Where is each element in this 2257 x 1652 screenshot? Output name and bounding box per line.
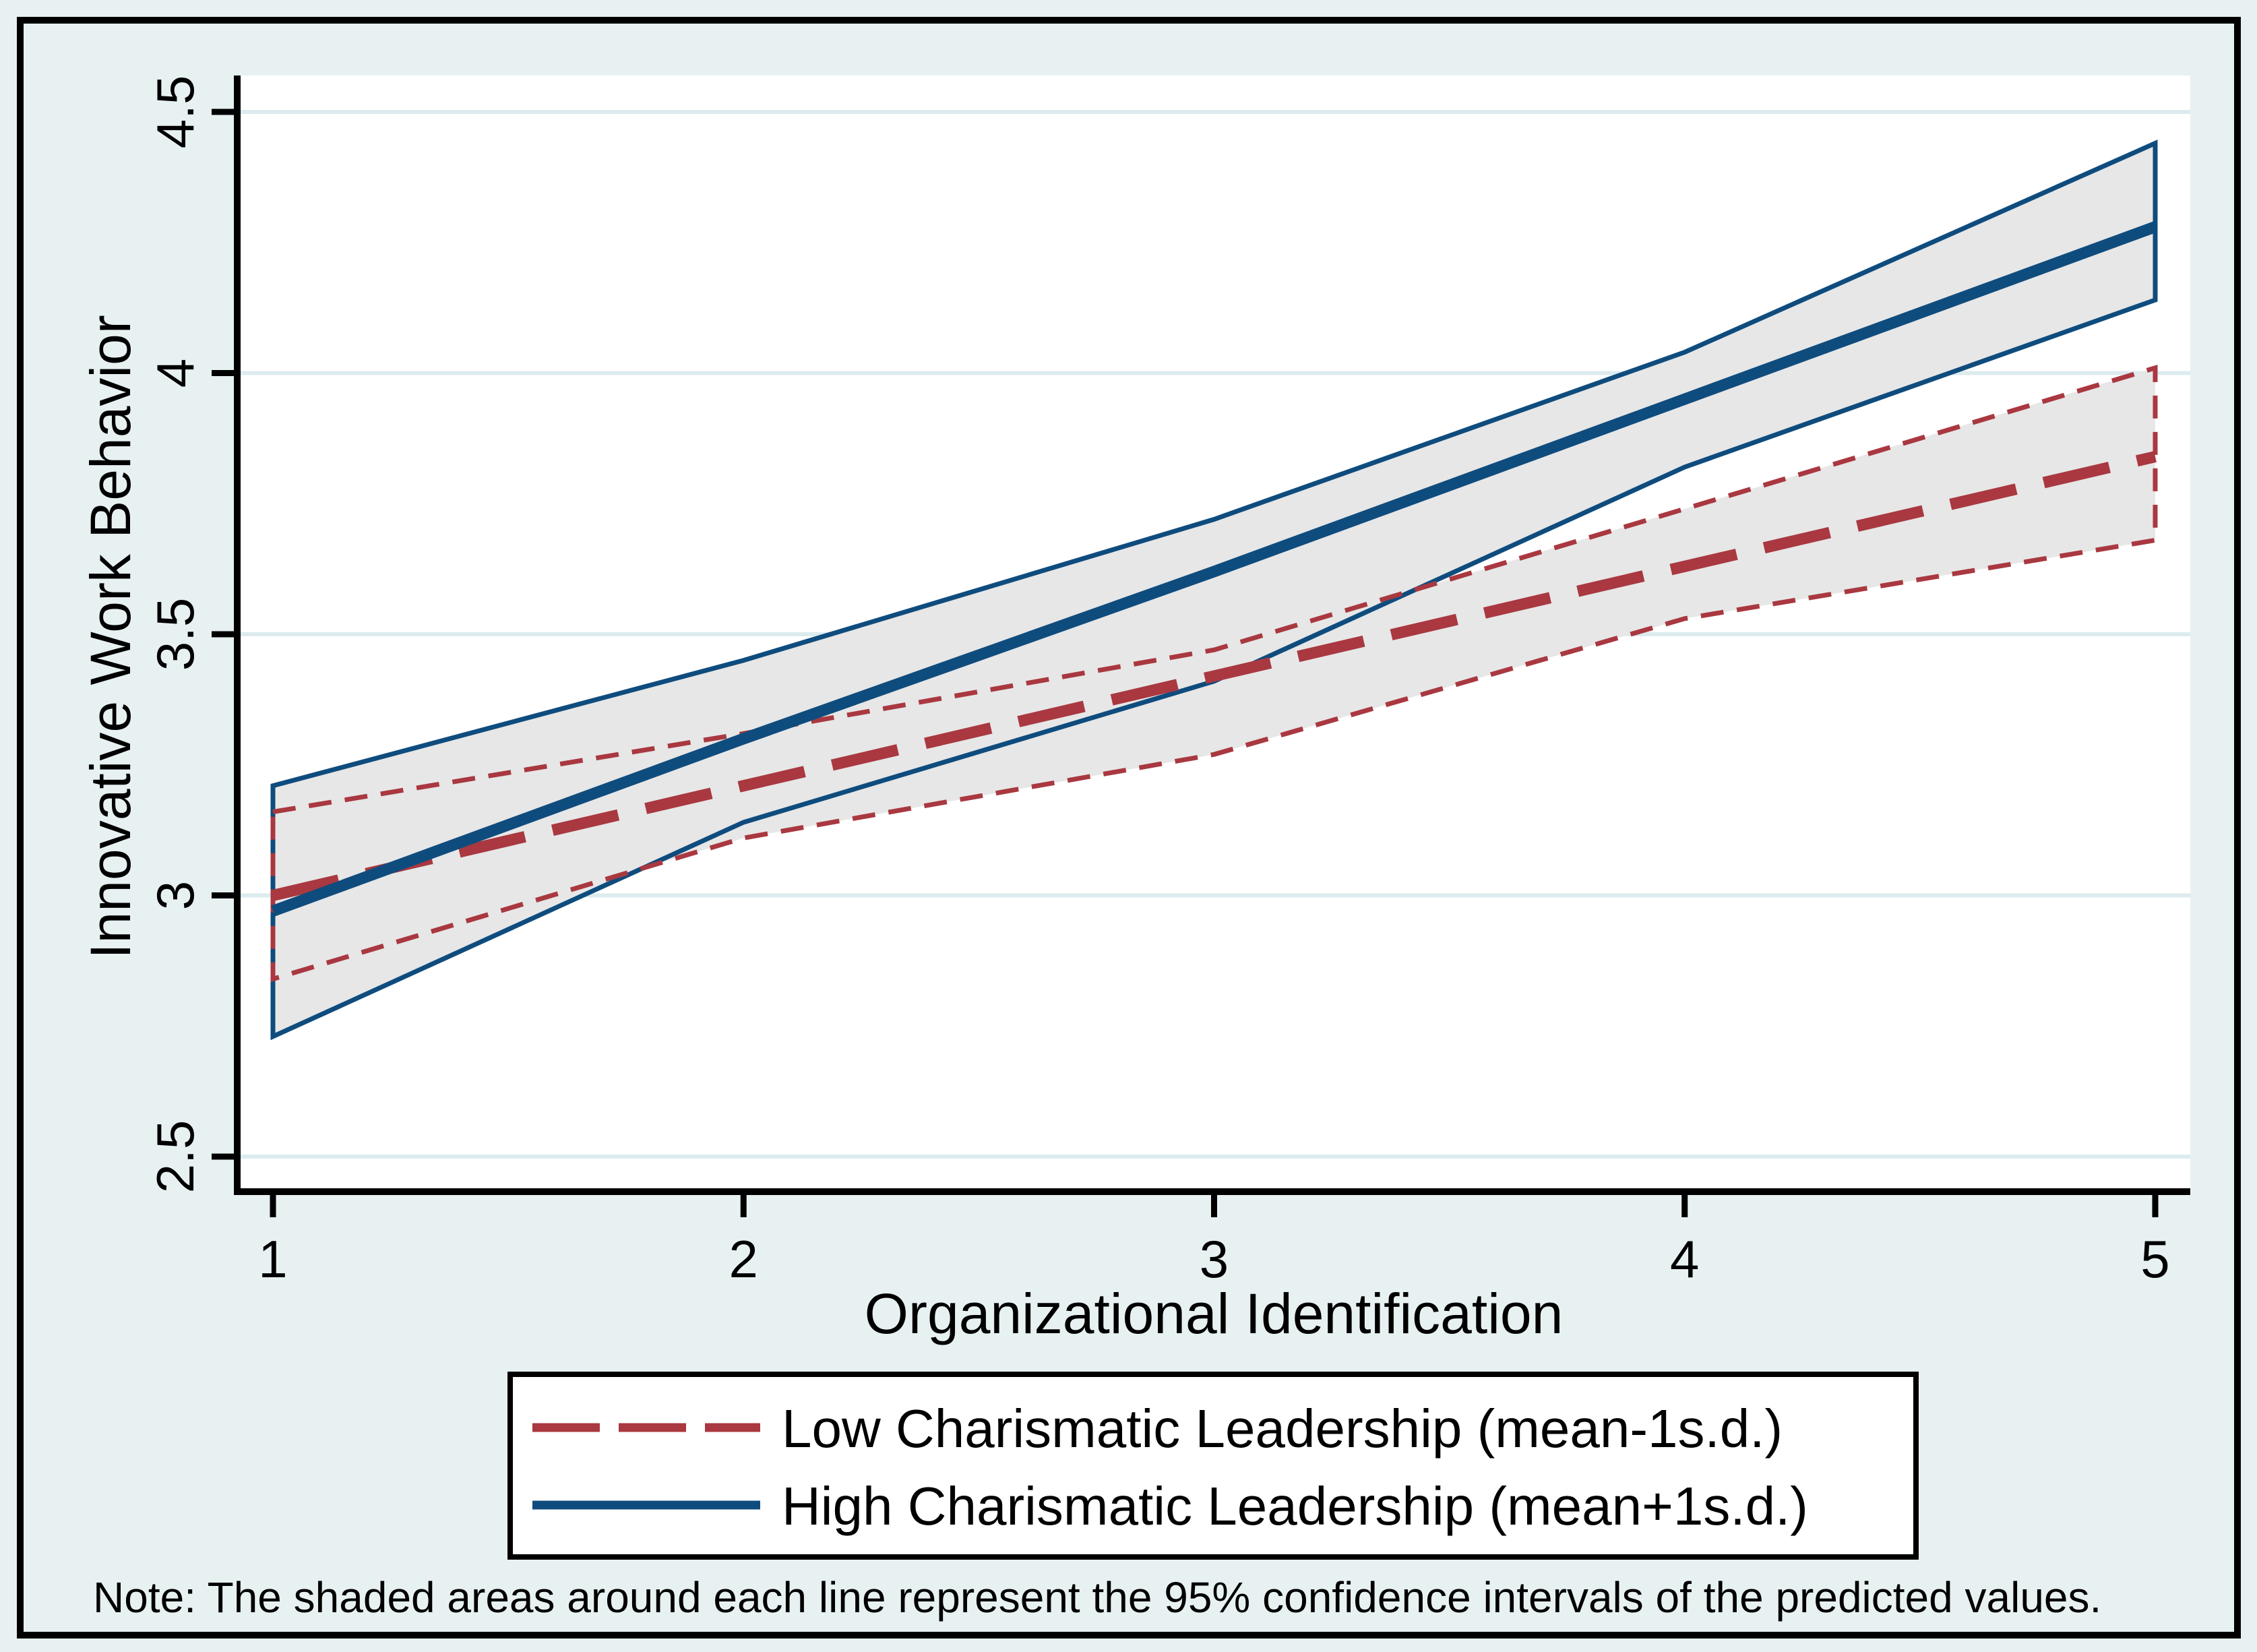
ci-band-edge-high bbox=[270, 140, 2158, 1041]
x-tick-label: 5 bbox=[2140, 1229, 2169, 1289]
y-tick-label: 3 bbox=[146, 881, 205, 910]
y-tick-label: 3.5 bbox=[146, 598, 205, 671]
y-tick-label: 2.5 bbox=[146, 1120, 205, 1193]
y-tick-label: 4 bbox=[146, 359, 205, 388]
ci-band-edge-low bbox=[270, 365, 2158, 983]
x-tick-label: 4 bbox=[1670, 1229, 1699, 1289]
series-line-low-charismatic bbox=[272, 451, 2157, 901]
x-axis-ticks: 1 2 3 4 5 bbox=[258, 1192, 2170, 1289]
x-axis: 1 2 3 4 5 bbox=[234, 1188, 2190, 1289]
y-axis: 2.5 3 3.5 4 4.5 bbox=[146, 75, 241, 1193]
figure-border bbox=[17, 17, 2241, 1639]
y-axis-title: Innovative Work Behavior bbox=[79, 315, 142, 959]
x-tick-label: 1 bbox=[258, 1229, 287, 1289]
x-tick-label: 3 bbox=[1200, 1229, 1229, 1289]
x-axis-title: Organizational Identification bbox=[865, 1282, 1564, 1345]
legend-label-low: Low Charismatic Leadership (mean-1s.d.) bbox=[782, 1399, 1783, 1459]
note-text: Note: The shaded areas around each line … bbox=[93, 1573, 2101, 1622]
y-axis-ticks: 2.5 3 3.5 4 4.5 bbox=[146, 75, 237, 1193]
legend: Low Charismatic Leadership (mean-1s.d.) … bbox=[507, 1372, 1919, 1560]
x-tick-label: 2 bbox=[729, 1229, 758, 1289]
y-tick-label: 4.5 bbox=[146, 75, 205, 148]
legend-label-high: High Charismatic Leadership (mean+1s.d.) bbox=[782, 1476, 1808, 1536]
legend-box bbox=[507, 1372, 1919, 1560]
series-line-high-charismatic bbox=[271, 221, 2157, 917]
